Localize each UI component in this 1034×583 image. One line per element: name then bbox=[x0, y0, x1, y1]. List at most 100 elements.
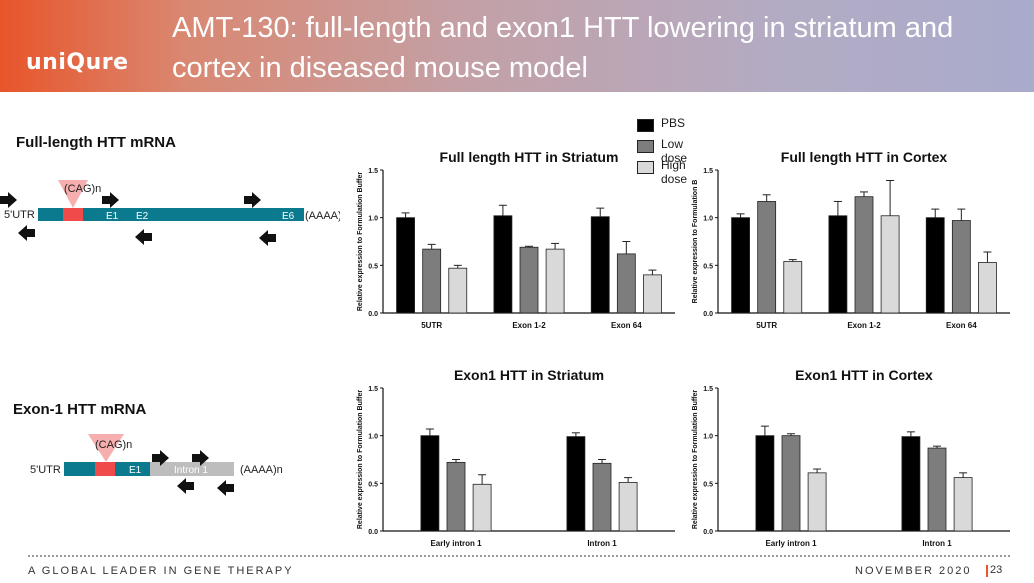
y-tick-label: 0.5 bbox=[703, 263, 713, 270]
bar-high-dose bbox=[807, 472, 827, 532]
bar-pbs bbox=[590, 216, 610, 314]
x-tick-label: Exon 64 bbox=[946, 321, 977, 330]
bar-pbs bbox=[755, 435, 775, 532]
y-tick-label: 1.0 bbox=[703, 216, 713, 223]
chart-svg: Exon1 HTT in Striatum Relative expression… bbox=[357, 367, 675, 548]
y-tick-label: 1.5 bbox=[368, 386, 378, 393]
chart-svg: Exon1 HTT in Cortex Relative expression t… bbox=[692, 367, 1010, 548]
bar-pbs bbox=[493, 215, 513, 314]
primer-arrow-icon bbox=[259, 230, 276, 246]
full-length-diagram: (CAG)n 5'UTR E1 E2 E6 (AAAA)n bbox=[0, 180, 340, 246]
y-axis-label: Relative expression to Formulation Buffe… bbox=[357, 172, 364, 312]
chart-svg: Full length HTT in Striatum Relative expr… bbox=[357, 149, 675, 330]
y-tick-label: 1.5 bbox=[703, 168, 713, 175]
page-number: 23 bbox=[990, 564, 1003, 576]
exon1-diagram: (CAG)n 5'UTR E1 Intron 1 (AAAA)n bbox=[30, 434, 283, 496]
y-tick-label: 1.0 bbox=[368, 434, 378, 441]
bar-pbs bbox=[731, 217, 750, 314]
utr-label: 5'UTR bbox=[4, 209, 35, 221]
bar-high-dose bbox=[643, 274, 662, 314]
bar-low-dose bbox=[927, 447, 947, 532]
primer-arrow-icon bbox=[102, 192, 119, 208]
primer-arrow-icon bbox=[177, 478, 194, 494]
bar-pbs bbox=[566, 436, 586, 532]
exon1-label: E1 bbox=[106, 211, 119, 222]
y-tick-label: 1.5 bbox=[703, 386, 713, 393]
footer-date: NOVEMBER 2020 bbox=[855, 565, 972, 577]
chart-exon1-cortex: Exon1 HTT in Cortex Relative expression t… bbox=[690, 366, 1020, 566]
primer-arrow-icon bbox=[152, 450, 169, 466]
company-logo: uniQure bbox=[26, 50, 129, 75]
x-tick-label: 5UTR bbox=[756, 321, 777, 330]
header-banner: uniQure AMT-130: full-length and exon1 H… bbox=[0, 0, 1034, 92]
y-axis-label: Relative expression to Formulation Buffe… bbox=[357, 390, 364, 530]
bar-pbs bbox=[925, 217, 945, 314]
bar-high-dose bbox=[545, 248, 565, 314]
primer-arrow-icon bbox=[135, 229, 152, 245]
exon2-label: E2 bbox=[136, 211, 149, 222]
y-tick-label: 0.5 bbox=[368, 263, 378, 270]
y-axis-label: Relative expression to Formulation B bbox=[692, 180, 699, 304]
footer-tagline: A GLOBAL LEADER IN GENE THERAPY bbox=[28, 565, 294, 577]
cag-repeat-marker bbox=[58, 180, 88, 208]
legend-swatch bbox=[637, 140, 654, 153]
gene-diagrams: (CAG)n 5'UTR E1 E2 E6 (AAAA)n (CAG)n 5'U… bbox=[0, 180, 340, 496]
exon6-label: E6 bbox=[282, 211, 295, 222]
chart-full-length-striatum: Full length HTT in Striatum Relative expr… bbox=[355, 148, 685, 348]
intron-label: Intron 1 bbox=[174, 465, 208, 476]
chart-full-length-cortex: Full length HTT in Cortex Relative expres… bbox=[690, 148, 1020, 348]
bar-high-dose bbox=[978, 262, 997, 314]
legend-label: Low dose bbox=[661, 137, 688, 165]
y-tick-label: 1.0 bbox=[368, 216, 378, 223]
mrna-bar bbox=[38, 208, 304, 221]
legend-label: High dose bbox=[661, 158, 688, 186]
y-tick-label: 0.0 bbox=[703, 529, 713, 536]
x-tick-label: 5UTR bbox=[421, 321, 442, 330]
primer-arrow-icon bbox=[244, 192, 261, 208]
bar-high-dose bbox=[472, 483, 492, 532]
exon1-section-label: Exon-1 HTT mRNA bbox=[13, 401, 147, 418]
chart-title: Exon1 HTT in Striatum bbox=[454, 367, 604, 383]
bar-low-dose bbox=[592, 462, 612, 532]
y-axis-label: Relative expression to Formulation Buffe… bbox=[692, 390, 699, 530]
footer-divider bbox=[28, 555, 1010, 557]
y-tick-label: 0.0 bbox=[368, 311, 378, 318]
primer-arrow-icon bbox=[0, 192, 17, 208]
chart-title: Exon1 HTT in Cortex bbox=[795, 367, 933, 383]
polya-label: (AAAA)n bbox=[240, 464, 283, 476]
x-tick-label: Exon 1-2 bbox=[847, 321, 881, 330]
utr-label: 5'UTR bbox=[30, 464, 61, 476]
y-tick-label: 0.0 bbox=[368, 529, 378, 536]
bar-low-dose bbox=[446, 461, 466, 532]
full-length-section-label: Full-length HTT mRNA bbox=[16, 134, 176, 151]
legend-swatch bbox=[637, 161, 654, 174]
slide-title: AMT-130: full-length and exon1 HTT lower… bbox=[172, 12, 954, 84]
bar-pbs bbox=[901, 436, 921, 532]
cag-label: (CAG)n bbox=[64, 183, 101, 195]
legend-swatch bbox=[637, 119, 654, 132]
bar-low-dose bbox=[757, 201, 777, 314]
cag-label: (CAG)n bbox=[95, 439, 132, 451]
x-tick-label: Intron 1 bbox=[922, 539, 952, 548]
x-tick-label: Exon 64 bbox=[611, 321, 642, 330]
cag-repeat-marker bbox=[88, 434, 124, 462]
primer-arrow-icon bbox=[192, 450, 209, 466]
exon1-label: E1 bbox=[129, 465, 142, 476]
cag-repeat-region bbox=[95, 462, 115, 476]
polya-label: (AAAA)n bbox=[305, 210, 340, 222]
intron-bar bbox=[150, 462, 234, 476]
bar-low-dose bbox=[781, 435, 801, 532]
bar-high-dose bbox=[618, 481, 638, 532]
primer-arrow-icon bbox=[18, 225, 35, 241]
primer-arrow-icon bbox=[217, 480, 234, 496]
cag-repeat-region bbox=[63, 208, 83, 221]
x-tick-label: Intron 1 bbox=[587, 539, 617, 548]
legend-label: PBS bbox=[661, 116, 686, 130]
bar-high-dose bbox=[880, 215, 900, 314]
y-tick-label: 1.0 bbox=[703, 434, 713, 441]
chart-title: Full length HTT in Striatum bbox=[440, 149, 619, 165]
y-tick-label: 0.5 bbox=[368, 481, 378, 488]
chart-svg: Full length HTT in Cortex Relative expres… bbox=[692, 149, 1010, 330]
bar-low-dose bbox=[519, 246, 539, 314]
y-tick-label: 0.5 bbox=[703, 481, 713, 488]
